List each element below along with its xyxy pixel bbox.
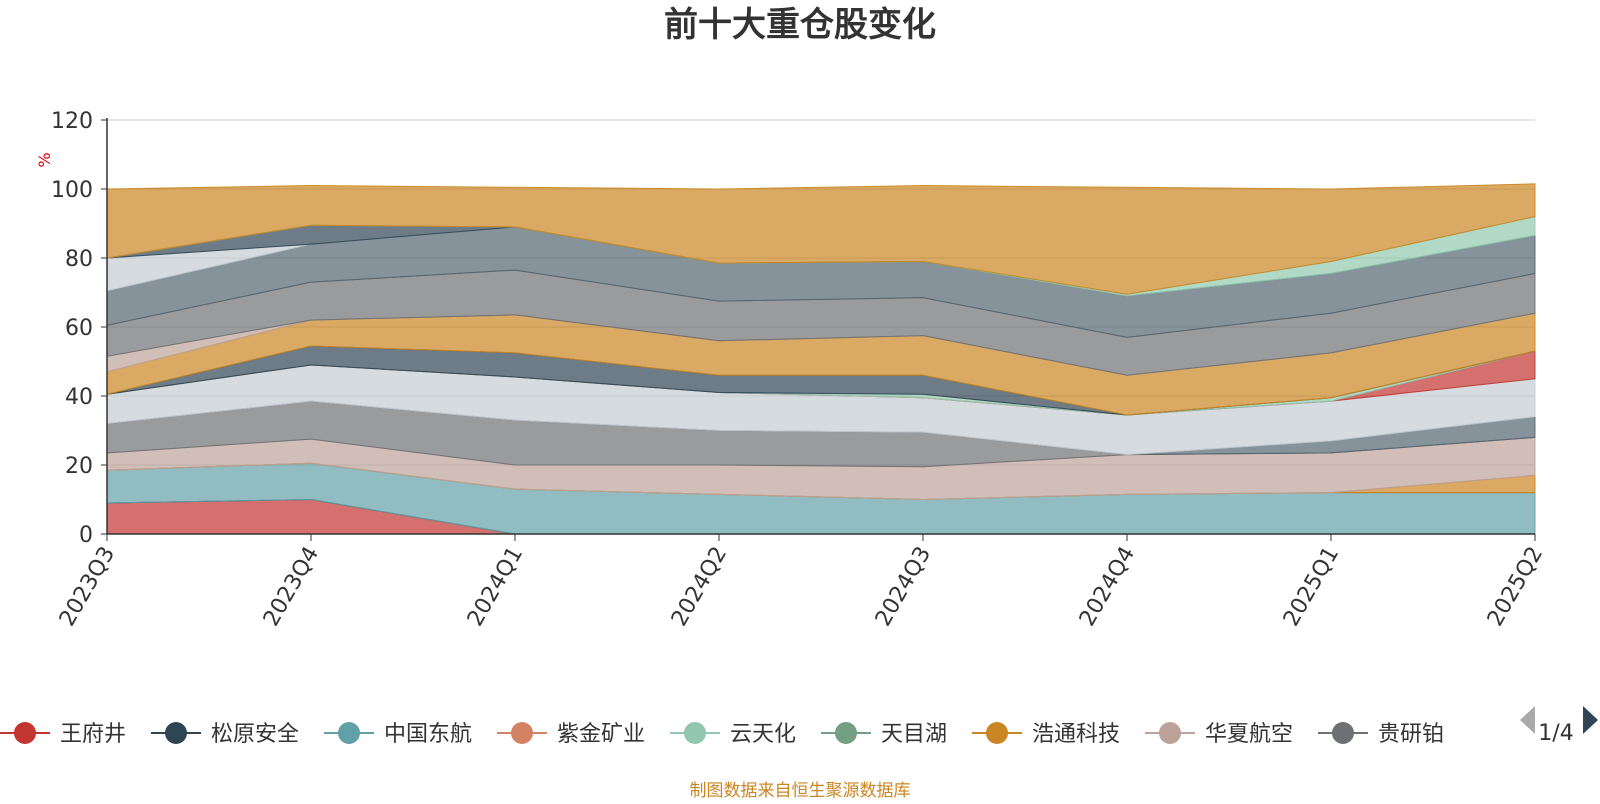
legend-item[interactable]: 紫金矿业 [497,722,645,747]
data-source-footer: 制图数据来自恒生聚源数据库 [690,781,911,800]
legend-label: 云天化 [730,722,796,747]
y-tick-label: 80 [65,247,93,272]
x-tick-label: 2025Q1 [1279,543,1344,631]
legend-item[interactable]: 浩通科技 [972,722,1120,747]
legend-label: 紫金矿业 [557,722,645,747]
legend-circle-icon [835,722,857,744]
legend-label: 贵研铂 [1378,722,1444,747]
x-tick-label: 2025Q2 [1483,543,1548,631]
legend-item[interactable]: 松原安全 [151,722,299,747]
legend-item[interactable]: 中国东航 [324,722,472,747]
legend-next-icon[interactable] [1583,706,1598,734]
area-series-21 [106,183,1536,295]
x-tick-label: 2023Q3 [55,543,120,631]
plot-area: 0 20 40 60 80 100 120 2023Q3 2023Q4 2024Q1 2024Q2 2… [51,109,1548,631]
y-tick-label: 0 [79,523,93,548]
legend-item[interactable]: 云天化 [670,722,796,747]
legend-label: 松原安全 [211,722,299,747]
x-tick-label: 2023Q4 [259,543,324,631]
legend-label: 中国东航 [384,722,472,747]
x-tick-label: 2024Q1 [463,543,528,631]
x-tick-label: 2024Q3 [871,543,936,631]
chart-title: 前十大重仓股变化 [664,5,936,45]
legend-label: 浩通科技 [1032,722,1120,747]
legend-item[interactable]: 贵研铂 [1318,722,1444,747]
x-tick-label: 2024Q4 [1075,543,1140,631]
y-tick-label: 40 [65,385,93,410]
legend-label: 王府井 [60,722,126,747]
x-tick-label: 2024Q2 [667,543,732,631]
legend: 王府井 松原安全 中国东航 紫金矿业 云天化 天目湖 浩通科技 华夏航空 贵研铂 [0,722,1444,747]
legend-circle-icon [1159,722,1181,744]
legend-label: 天目湖 [881,722,947,747]
y-tick-label: 120 [51,109,93,134]
legend-circle-icon [14,722,36,744]
legend-circle-icon [1332,722,1354,744]
legend-pager: 1/4 [1520,706,1598,746]
legend-circle-icon [684,722,706,744]
legend-item[interactable]: 天目湖 [821,722,947,747]
y-tick-label: 100 [51,178,93,203]
legend-circle-icon [338,722,360,744]
legend-prev-icon[interactable] [1520,706,1535,734]
legend-circle-icon [511,722,533,744]
legend-circle-icon [986,722,1008,744]
y-tick-label: 60 [65,316,93,341]
legend-page-indicator: 1/4 [1538,721,1573,746]
legend-item[interactable]: 王府井 [0,722,126,747]
y-tick-label: 20 [65,454,93,479]
legend-label: 华夏航空 [1205,722,1293,747]
legend-item[interactable]: 华夏航空 [1145,722,1293,747]
legend-circle-icon [165,722,187,744]
y-axis-unit-label: % [35,152,54,167]
